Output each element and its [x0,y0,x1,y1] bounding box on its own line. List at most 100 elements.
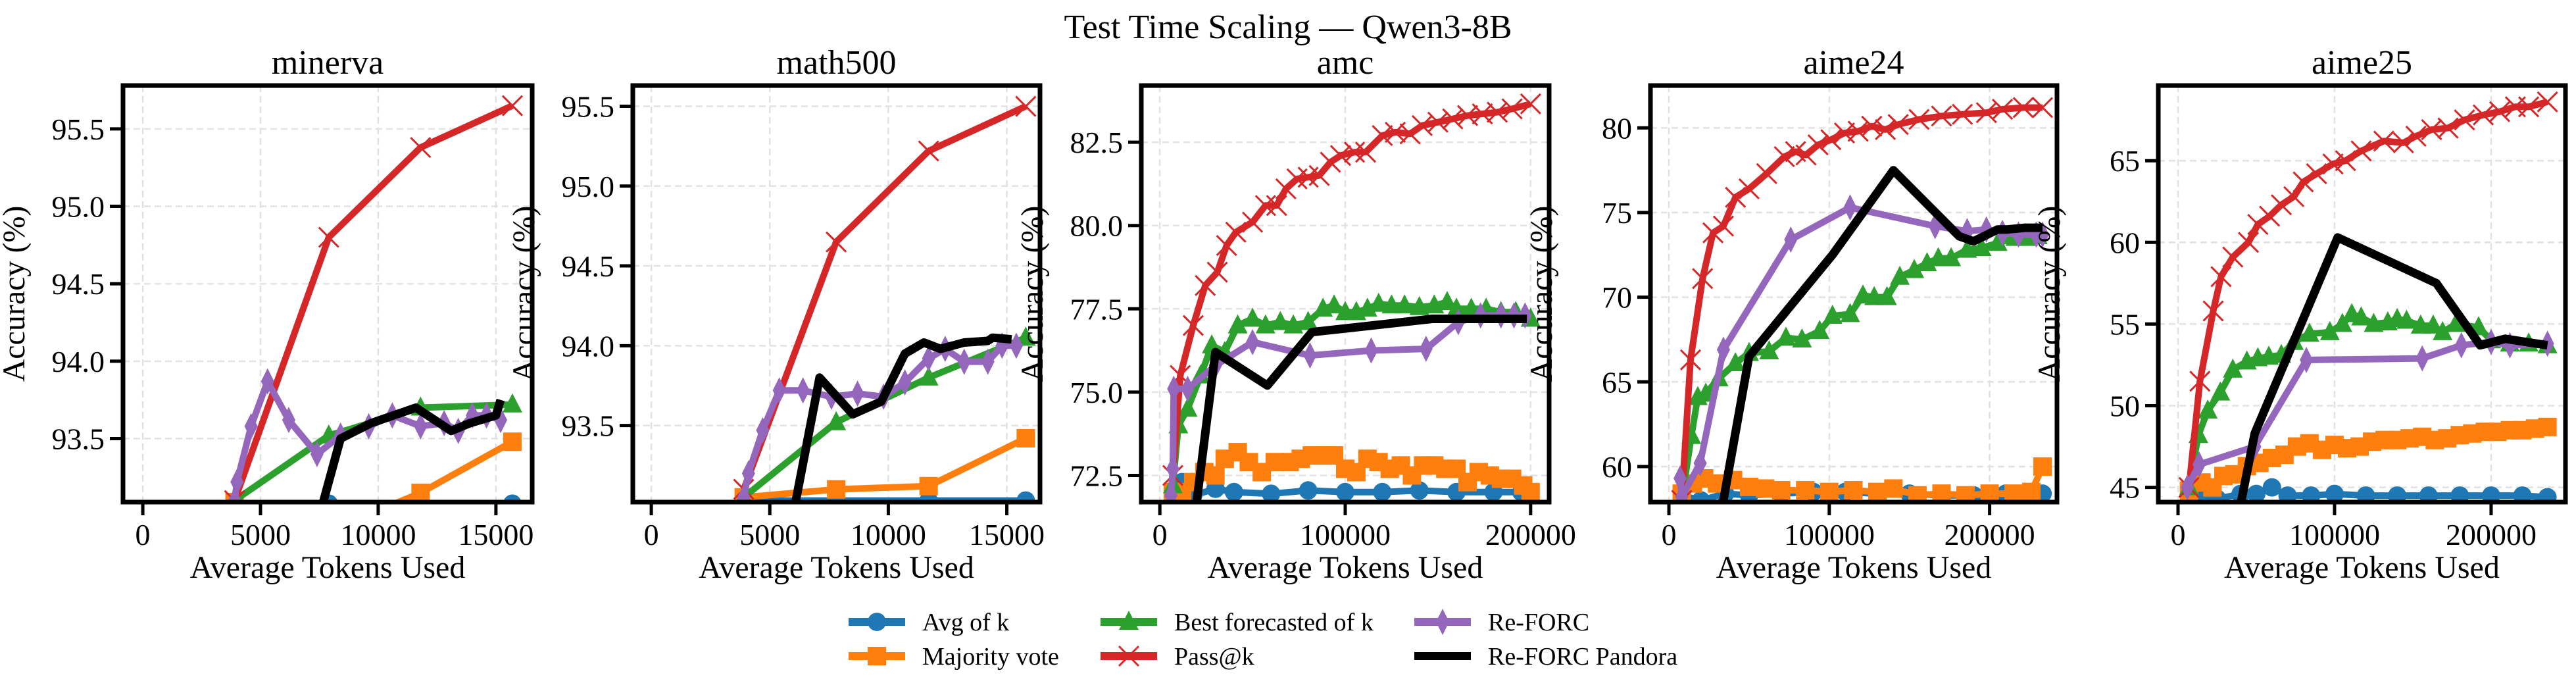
data-point [1216,235,1237,257]
x-tick-label: 15000 [969,518,1045,551]
data-point [1303,342,1317,369]
data-point [1864,286,1885,305]
data-point [1254,195,1276,217]
data-point [318,226,339,248]
data-point [2423,314,2443,334]
y-tick-label: 60 [2110,226,2140,259]
data-point [1952,103,1973,125]
data-point [1693,449,1707,476]
y-axis: 93.5 94.0 94.5 95.0 95.5 [562,90,633,443]
x-tick-label: 0 [136,518,151,551]
data-point [1917,252,1937,272]
subplots: 0 5000 10000 1500093.594.094.595.095.5miner… [0,44,2568,585]
x-axis: 0 100000 200000 [1152,502,1576,551]
data-point [1868,482,1887,501]
data-point [1266,195,1287,217]
y-axis: 45 50 55 60 65 [2110,144,2158,505]
y-axis-label: Accuracy (%) [2032,206,2067,382]
series-re-forc [737,332,1023,502]
data-point [2319,320,2340,340]
data-point [919,476,938,496]
data-point [1928,247,1948,267]
series-line [740,103,1028,491]
data-point [410,137,432,159]
data-point [1738,178,1760,200]
data-point [1992,98,2014,120]
data-point [1759,340,1779,359]
legend-item: Majority vote [849,643,1059,671]
data-point [1980,484,1999,502]
data-point [1372,124,1393,147]
series-line [231,103,514,502]
data-point [1009,332,1023,359]
data-point [827,480,846,499]
legend-label: Pass@k [1174,643,1254,671]
subplot-amc: 0 100000 200000 72.5 75.0 77.5 80.0 82.5 amc Aver… [1015,44,1576,585]
y-axis-label: Accuracy (%) [0,206,32,382]
subplot-title: aime24 [1803,44,1904,82]
data-point [244,413,258,440]
data-point [2518,96,2540,118]
data-point [1773,146,1795,168]
series-re-forc-pandora [2237,233,2548,502]
y-axis: 93.5 94.0 94.5 95.0 95.5 [52,113,123,456]
data-point [2351,306,2371,326]
legend: Avg of k Majority vote Best forecasted of … [849,609,1677,671]
data-point [1336,482,1354,501]
data-point [230,469,244,496]
data-point [1971,237,1992,257]
data-point [1016,491,1035,502]
data-point [1844,480,1863,499]
data-point [2433,320,2453,340]
data-point [1820,482,1839,501]
series-re-forc [2181,328,2554,501]
y-tick-label: 75 [1602,196,1632,230]
data-point [1354,141,1377,163]
data-point [2210,266,2232,288]
plot-area [2178,91,2558,502]
data-point [1675,484,1689,502]
subplot-aime25: 0 100000 200000 45 50 55 60 65 aime25 Average Tok… [2032,44,2568,585]
data-point [501,95,523,116]
data-point [1957,238,1977,258]
data-point [2538,488,2557,502]
axes-frame [630,83,1043,505]
data-point [1820,129,1842,151]
series-best-forecasted-of-k [735,326,1036,502]
y-tick-label: 95.0 [562,170,615,203]
data-point [1427,111,1449,133]
data-point [2446,313,2466,332]
legend-marker-triangle [1119,611,1139,630]
data-point [2181,474,2194,501]
data-point [260,368,274,395]
data-point [1875,118,1896,140]
data-point [1298,311,1318,330]
y-axis: 60 65 70 75 80 [1602,111,1650,484]
y-axis-label: Accuracy (%) [1015,206,1050,382]
data-point [2419,486,2438,502]
y-tick-label: 45 [2110,471,2140,505]
series-pass-k [224,95,523,502]
data-point [503,432,522,451]
data-point [2283,186,2305,207]
data-point [2270,194,2292,216]
data-point [1181,375,1195,402]
data-point [2300,347,2314,374]
data-point [2454,109,2475,131]
data-point [737,484,751,502]
data-point [2202,300,2224,322]
data-point [1792,328,1812,347]
data-point [2356,486,2375,502]
data-point [1381,294,1402,314]
data-point [414,413,428,440]
data-point [1716,336,1730,363]
data-point [502,393,522,413]
x-tick-label: 200000 [1485,518,1576,551]
series-line [231,378,502,501]
data-point [1908,486,1927,502]
data-point [1308,165,1330,186]
data-point [1702,222,1724,243]
data-point [2210,381,2231,401]
series-line [2188,484,2548,502]
